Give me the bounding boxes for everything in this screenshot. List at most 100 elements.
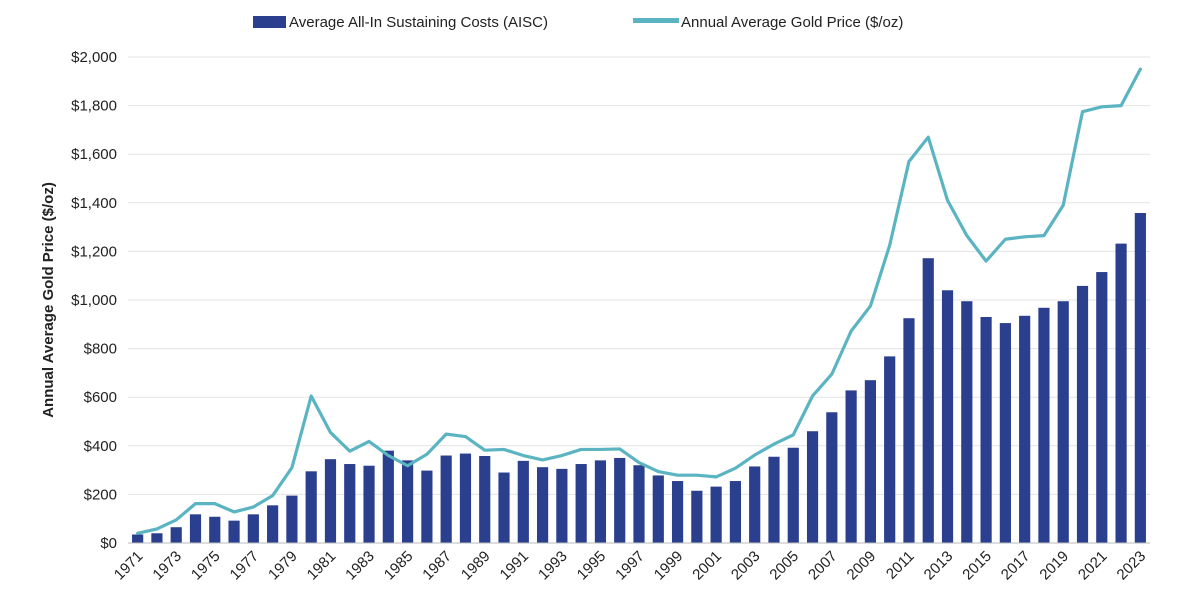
aisc-bar [961, 301, 973, 543]
x-axis-ticks: 1971 1973 1975 1977 1979 1981 1983 1985 1987 1989… [111, 548, 1149, 584]
x-tick-label: 1987 [419, 548, 455, 584]
aisc-bar [729, 481, 742, 543]
aisc-bar [671, 481, 684, 543]
aisc-bar [286, 495, 298, 543]
aisc-bar [1038, 307, 1050, 543]
grid-lines [128, 56, 1150, 495]
aisc-bar [324, 459, 337, 543]
x-tick-label: 2015 [959, 548, 995, 584]
aisc-bar [170, 527, 182, 543]
aisc-bar [999, 323, 1011, 543]
aisc-bar [922, 258, 934, 543]
aisc-bar [826, 412, 838, 543]
gold-price-line [136, 67, 1142, 535]
y-axis-ticks: $0 $200 $400 $600 $800 $1,000 $1,200 $1,400 $1,6… [71, 49, 117, 552]
x-tick-label: 2011 [883, 548, 918, 583]
legend-swatch-gold-price [633, 18, 679, 23]
x-tick-label: 1999 [651, 548, 687, 584]
aisc-bar [864, 380, 876, 543]
aisc-bar [132, 534, 144, 543]
y-tick-label: $1,000 [71, 292, 117, 309]
y-tick-label: $0 [100, 535, 117, 552]
x-tick-label: 1997 [612, 548, 648, 584]
aisc-bar [382, 450, 394, 543]
y-tick-label: $600 [84, 389, 117, 406]
x-tick-label: 1995 [574, 548, 610, 584]
aisc-bar [980, 317, 992, 543]
aisc-bar [614, 457, 626, 543]
y-tick-label: $800 [84, 341, 117, 358]
x-tick-label: 1991 [497, 548, 533, 584]
aisc-bar [267, 505, 279, 543]
aisc-bar [749, 466, 761, 543]
aisc-bar [768, 456, 780, 543]
x-tick-label: 1993 [535, 548, 571, 584]
aisc-bar [941, 290, 954, 543]
x-tick-label: 2005 [766, 548, 802, 584]
x-tick-label: 1975 [188, 548, 224, 584]
aisc-bar [1057, 301, 1069, 543]
aisc-bar [884, 356, 896, 543]
aisc-bar [575, 464, 587, 543]
y-tick-label: $1,600 [71, 146, 117, 163]
aisc-bar [787, 447, 799, 543]
aisc-bar [305, 471, 317, 543]
x-tick-label: 1981 [304, 548, 340, 584]
y-axis-title: Annual Average Gold Price ($/oz) [40, 182, 57, 418]
aisc-bar [1134, 213, 1146, 544]
y-tick-label: $2,000 [71, 49, 117, 66]
x-tick-label: 2001 [689, 548, 725, 584]
x-tick-label: 1989 [458, 548, 494, 584]
aisc-bar [151, 533, 163, 543]
aisc-bar [459, 453, 472, 543]
legend-swatch-aisc [253, 16, 286, 28]
x-tick-label: 1979 [265, 548, 301, 584]
x-tick-label: 2017 [998, 548, 1034, 584]
aisc-bar [691, 490, 703, 543]
y-tick-label: $1,200 [71, 243, 117, 260]
aisc-bar [498, 472, 510, 543]
x-tick-label: 1971 [111, 548, 147, 584]
aisc-bar [1096, 272, 1108, 543]
aisc-bar [1076, 285, 1089, 543]
x-tick-label: 2009 [844, 548, 880, 584]
aisc-bar [517, 460, 529, 543]
aisc-bar [479, 456, 491, 543]
aisc-bar [710, 486, 722, 543]
aisc-bar [652, 475, 664, 543]
aisc-bar [228, 520, 240, 543]
x-tick-label: 2019 [1036, 548, 1072, 584]
aisc-bar [344, 464, 356, 543]
y-tick-label: $1,400 [71, 195, 117, 212]
aisc-bar [421, 470, 433, 543]
aisc-bar [806, 431, 819, 543]
aisc-bar [209, 516, 221, 543]
x-tick-label: 2023 [1114, 548, 1150, 584]
x-tick-label: 1985 [381, 548, 417, 584]
x-tick-label: 2007 [805, 548, 841, 584]
legend-label-aisc: Average All-In Sustaining Costs (AISC) [289, 14, 548, 31]
x-tick-label: 2021 [1075, 548, 1111, 584]
legend: Average All-In Sustaining Costs (AISC) A… [253, 14, 903, 31]
aisc-bar [1115, 243, 1127, 543]
x-tick-label: 1983 [342, 548, 378, 584]
x-tick-label: 2013 [921, 548, 957, 584]
aisc-bar [189, 514, 202, 543]
aisc-bar [440, 455, 452, 543]
x-tick-label: 1973 [149, 548, 185, 584]
aisc-bar [402, 460, 414, 543]
aisc-bars [132, 213, 1146, 544]
aisc-bar [1019, 315, 1031, 543]
y-tick-label: $200 [84, 486, 117, 503]
aisc-bar [363, 465, 375, 543]
aisc-bar [247, 514, 259, 543]
aisc-bar [903, 318, 915, 543]
x-tick-label: 2003 [728, 548, 764, 584]
aisc-bar [556, 468, 568, 543]
aisc-bar [845, 390, 857, 543]
y-tick-label: $400 [84, 438, 117, 455]
gold-price-line-group [136, 67, 1142, 535]
aisc-bar [633, 465, 645, 543]
aisc-bar [536, 467, 549, 543]
